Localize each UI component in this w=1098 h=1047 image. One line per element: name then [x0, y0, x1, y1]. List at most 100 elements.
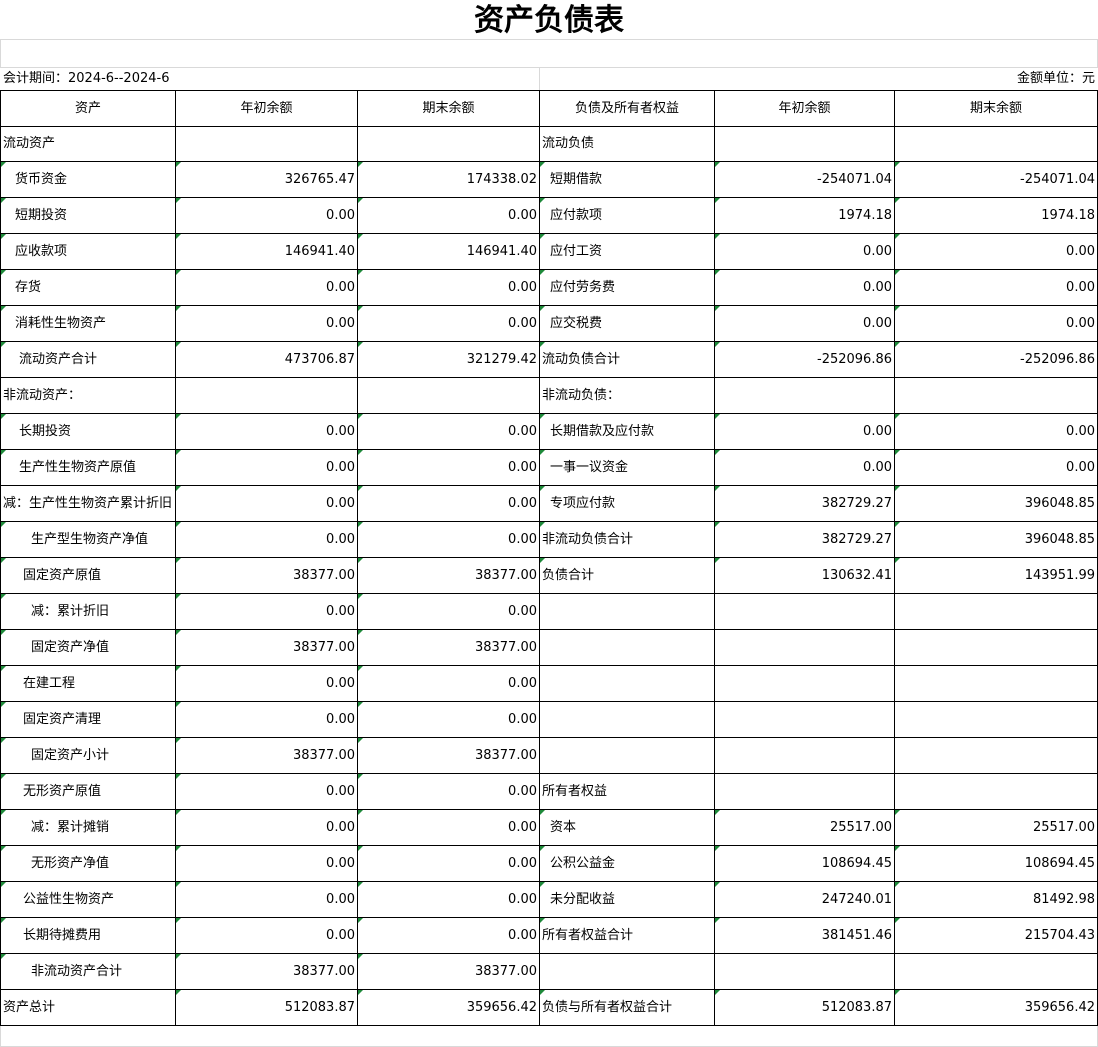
text-indicator [176, 774, 181, 779]
amount: 0.00 [358, 702, 540, 738]
text-indicator [895, 522, 900, 527]
text-indicator [715, 810, 720, 815]
row-label: 减：生产性生物资产累计折旧 [1, 486, 176, 522]
text-indicator [895, 558, 900, 563]
text-indicator [358, 162, 363, 167]
amount: 38377.00 [176, 738, 358, 774]
amount: 0.00 [176, 774, 358, 810]
text-indicator [176, 702, 181, 707]
amount [176, 378, 358, 414]
amount: -252096.86 [895, 342, 1098, 378]
text-indicator [895, 918, 900, 923]
text-indicator [1, 234, 6, 239]
text-indicator [715, 450, 720, 455]
text-indicator [895, 162, 900, 167]
text-indicator [895, 486, 900, 491]
text-indicator [895, 198, 900, 203]
row-label: 短期投资 [1, 198, 176, 234]
text-indicator [895, 882, 900, 887]
row-label [540, 738, 715, 774]
row-label: 流动负债 [540, 126, 715, 162]
text-indicator [358, 630, 363, 635]
row-label: 非流动负债： [540, 378, 715, 414]
text-indicator [895, 450, 900, 455]
text-indicator [176, 594, 181, 599]
text-indicator [540, 558, 545, 563]
row-label: 流动负债合计 [540, 342, 715, 378]
amount [715, 738, 895, 774]
text-indicator [1, 306, 6, 311]
row-label: 公益性生物资产 [1, 882, 176, 918]
row-label [540, 630, 715, 666]
row-label: 生产型生物资产净值 [1, 522, 176, 558]
text-indicator [895, 306, 900, 311]
amount: 38377.00 [358, 738, 540, 774]
amount: 0.00 [715, 234, 895, 270]
amount [895, 666, 1098, 702]
row-label: 短期借款 [540, 162, 715, 198]
text-indicator [715, 558, 720, 563]
row-label: 资本 [540, 810, 715, 846]
row-label: 减：累计摊销 [1, 810, 176, 846]
text-indicator [176, 666, 181, 671]
text-indicator [358, 846, 363, 851]
text-indicator [715, 414, 720, 419]
row-label: 存货 [1, 270, 176, 306]
text-indicator [176, 522, 181, 527]
text-indicator [358, 954, 363, 959]
amount: 0.00 [715, 414, 895, 450]
row-label: 非流动资产合计 [1, 954, 176, 990]
text-indicator [176, 342, 181, 347]
amount [895, 630, 1098, 666]
amount: -254071.04 [895, 162, 1098, 198]
amount: 0.00 [895, 270, 1098, 306]
text-indicator [358, 558, 363, 563]
amount [715, 774, 895, 810]
text-indicator [358, 342, 363, 347]
text-indicator [540, 486, 545, 491]
row-label: 无形资产净值 [1, 846, 176, 882]
info-row: 会计期间：2024-6--2024-6 金额单位：元 [0, 68, 1098, 90]
text-indicator [540, 450, 545, 455]
text-indicator [540, 990, 545, 995]
amount: -254071.04 [715, 162, 895, 198]
text-indicator [1, 450, 6, 455]
text-indicator [1, 630, 6, 635]
text-indicator [540, 918, 545, 923]
text-indicator [715, 522, 720, 527]
amount: 0.00 [358, 882, 540, 918]
row-label: 非流动资产： [1, 378, 176, 414]
amount: 0.00 [176, 846, 358, 882]
amount: 0.00 [176, 918, 358, 954]
amount: 108694.45 [715, 846, 895, 882]
text-indicator [1, 342, 6, 347]
row-label: 应交税费 [540, 306, 715, 342]
text-indicator [715, 486, 720, 491]
row-label: 固定资产小计 [1, 738, 176, 774]
text-indicator [358, 990, 363, 995]
amount: 359656.42 [358, 990, 540, 1026]
amount [895, 378, 1098, 414]
text-indicator [176, 198, 181, 203]
text-indicator [176, 162, 181, 167]
amount: 321279.42 [358, 342, 540, 378]
row-label: 长期待摊费用 [1, 918, 176, 954]
amount: 0.00 [358, 306, 540, 342]
amount: 0.00 [358, 666, 540, 702]
text-indicator [176, 738, 181, 743]
row-label [540, 954, 715, 990]
amount: 0.00 [176, 198, 358, 234]
text-indicator [540, 198, 545, 203]
amount [715, 126, 895, 162]
text-indicator [540, 414, 545, 419]
amount [895, 738, 1098, 774]
text-indicator [176, 270, 181, 275]
amount: 512083.87 [176, 990, 358, 1026]
text-indicator [358, 486, 363, 491]
text-indicator [176, 630, 181, 635]
amount: 0.00 [358, 774, 540, 810]
column-header: 期末余额 [358, 91, 540, 127]
text-indicator [358, 522, 363, 527]
text-indicator [358, 774, 363, 779]
